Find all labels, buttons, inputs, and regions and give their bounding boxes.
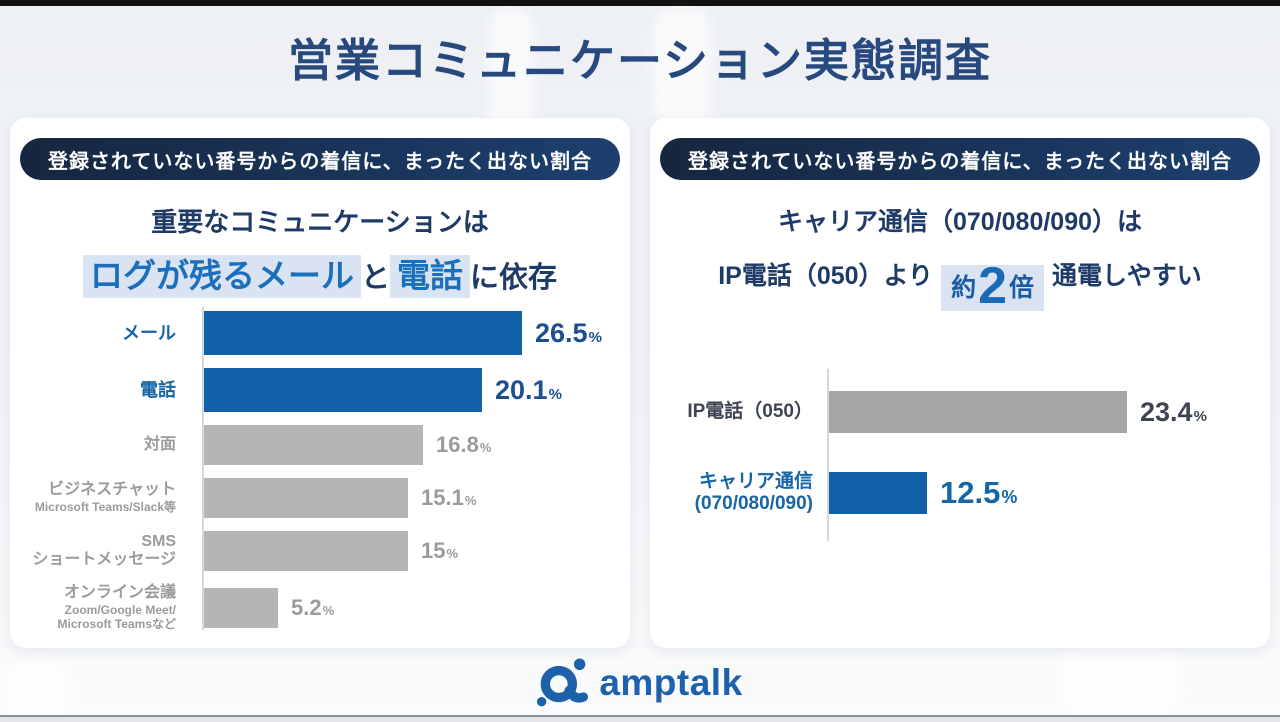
bar-value: 12.5% — [940, 475, 1017, 511]
bar-label-main: メール — [122, 322, 176, 343]
left-panel: 登録されていない番号からの着信に、まったく出ない割合 重要なコミュニケーションは… — [10, 118, 630, 648]
bar-value-number: 15.1 — [421, 485, 464, 510]
bar-value-number: 20.1 — [495, 374, 548, 405]
bar-value-unit: % — [479, 440, 492, 455]
highlighted-text-mail: ログが残るメール — [82, 255, 361, 298]
bar-value-unit: % — [1001, 486, 1018, 507]
bar — [202, 587, 278, 628]
amptalk-logo-icon — [537, 658, 589, 707]
bar-label: SMS ショートメッセージ — [10, 533, 202, 570]
multiplier-prefix: 約 — [951, 274, 977, 302]
bar-value-unit: % — [322, 602, 335, 618]
bar-label-main: 電話 — [140, 379, 176, 400]
bar — [202, 478, 408, 518]
background-streak — [1060, 640, 1180, 720]
brand-wordmark: amptalk — [599, 662, 743, 703]
bar-label: キャリア通信 (070/080/090) — [650, 471, 827, 515]
bar-label: ビジネスチャット Microsoft Teams/Slack等 — [10, 481, 202, 515]
bar-value: 5.2% — [291, 595, 334, 621]
bar-value-unit: % — [1193, 407, 1207, 425]
bar-label-main: キャリア通信 (070/080/090) — [694, 471, 813, 514]
chart-row: メール 26.5% — [10, 311, 630, 355]
bar-value-unit: % — [446, 546, 459, 561]
bar-value-unit: % — [588, 328, 602, 346]
call-connection-bar-chart: IP電話（050） 23.4% キャリア通信 (070/080/090) 12.5% — [650, 369, 1270, 541]
bar-zone: 23.4% — [827, 391, 1270, 433]
background-streak — [0, 660, 70, 720]
left-title-line2: ログが残るメールと電話 に依存 — [10, 249, 630, 298]
bar-zone: 15% — [202, 531, 630, 571]
bar-value-unit: % — [464, 493, 477, 508]
bar-value-number: 5.2 — [291, 594, 322, 620]
bar-label: 対面 — [10, 436, 202, 454]
bar — [202, 311, 522, 355]
left-title-mid: と — [360, 262, 390, 294]
bar-label: IP電話（050） — [650, 401, 827, 423]
brand-logo: amptalk — [0, 654, 1280, 712]
bar-zone: 26.5% — [202, 311, 630, 355]
bar — [827, 391, 1127, 433]
bar-value: 26.5% — [535, 318, 602, 349]
background-streak — [652, 6, 712, 126]
bar-value-number: 26.5 — [535, 317, 588, 348]
highlighted-text-phone: 電話 — [390, 255, 470, 298]
bar — [202, 425, 423, 465]
bar — [827, 471, 927, 514]
left-title-line1: 重要なコミュニケーションは — [151, 207, 489, 237]
bar-label: 電話 — [10, 380, 202, 401]
bar-zone: 12.5% — [827, 471, 1270, 514]
bar-value: 15.1% — [421, 485, 476, 511]
bar-value-number: 15 — [421, 538, 446, 563]
page-title: 営業コミュニケーション実態調査 — [287, 35, 993, 86]
bar-value: 23.4% — [1140, 397, 1207, 428]
bar-value-number: 16.8 — [436, 432, 479, 457]
multiplier-suffix: 倍 — [1009, 274, 1035, 302]
bar-zone: 16.8% — [202, 425, 630, 465]
right-title-pre: IP電話（050）より — [718, 262, 934, 290]
top-bar — [0, 0, 1280, 6]
chart-row: 電話 20.1% — [10, 368, 630, 412]
bar-label: オンライン会議 Zoom/Google Meet/ Microsoft Teams… — [10, 584, 202, 632]
bar — [202, 531, 408, 571]
bar-zone: 5.2% — [202, 587, 630, 628]
chart-axis — [827, 369, 829, 541]
chart-row: IP電話（050） 23.4% — [650, 391, 1270, 433]
bar-label-main: オンライン会議 — [63, 584, 176, 601]
bar-label-main: SMS ショートメッセージ — [32, 532, 176, 568]
bar-label-sub: Zoom/Google Meet/ Microsoft Teamsなど — [57, 603, 176, 632]
section-badge-left: 登録されていない番号からの着信に、まったく出ない割合 — [20, 138, 620, 180]
bar-value: 20.1% — [495, 375, 562, 406]
bar-value-unit: % — [548, 385, 562, 403]
bar-zone: 20.1% — [202, 368, 630, 412]
bar-label-main: IP電話（050） — [687, 401, 813, 423]
chart-row: SMS ショートメッセージ 15% — [10, 531, 630, 571]
chart-row: キャリア通信 (070/080/090) 12.5% — [650, 471, 1270, 515]
bar-value: 15% — [421, 538, 458, 564]
right-chart-title: キャリア通信（070/080/090）は IP電話（050）より約 2 倍通電しやす… — [650, 202, 1270, 316]
bar-zone: 15.1% — [202, 478, 630, 518]
bottom-bar — [0, 715, 1280, 722]
communication-bar-chart: メール 26.5% 電話 20.1% 対面 16.8% ビジネスチャット Microsoft … — [10, 307, 630, 632]
bar-label-main: ビジネスチャット — [48, 480, 176, 498]
bar — [202, 368, 482, 412]
right-title-line1: キャリア通信（070/080/090）は — [777, 208, 1143, 236]
chart-axis — [202, 307, 204, 630]
chart-row: ビジネスチャット Microsoft Teams/Slack等 15.1% — [10, 478, 630, 518]
right-title-post: 通電しやすい — [1052, 262, 1202, 290]
right-title-line2: IP電話（050）より約 2 倍通電しやすい — [650, 256, 1270, 316]
bar-value-number: 23.4 — [1140, 396, 1193, 427]
multiplier-number: 2 — [978, 257, 1007, 316]
right-panel: 登録されていない番号からの着信に、まったく出ない割合 キャリア通信（070/08… — [650, 118, 1270, 648]
chart-row: オンライン会議 Zoom/Google Meet/ Microsoft Teams… — [10, 584, 630, 632]
bar-value: 16.8% — [436, 432, 491, 458]
bar-value-number: 12.5 — [940, 474, 1001, 510]
section-badge-right: 登録されていない番号からの着信に、まったく出ない割合 — [660, 138, 1260, 180]
left-title-tail: に依存 — [470, 262, 558, 294]
bar-label-main: 対面 — [143, 435, 176, 453]
bar-label: メール — [10, 323, 202, 344]
chart-row: 対面 16.8% — [10, 425, 630, 465]
bar-label-sub: Microsoft Teams/Slack等 — [34, 500, 176, 515]
left-chart-title: 重要なコミュニケーションは ログが残るメールと電話 に依存 — [10, 202, 630, 298]
